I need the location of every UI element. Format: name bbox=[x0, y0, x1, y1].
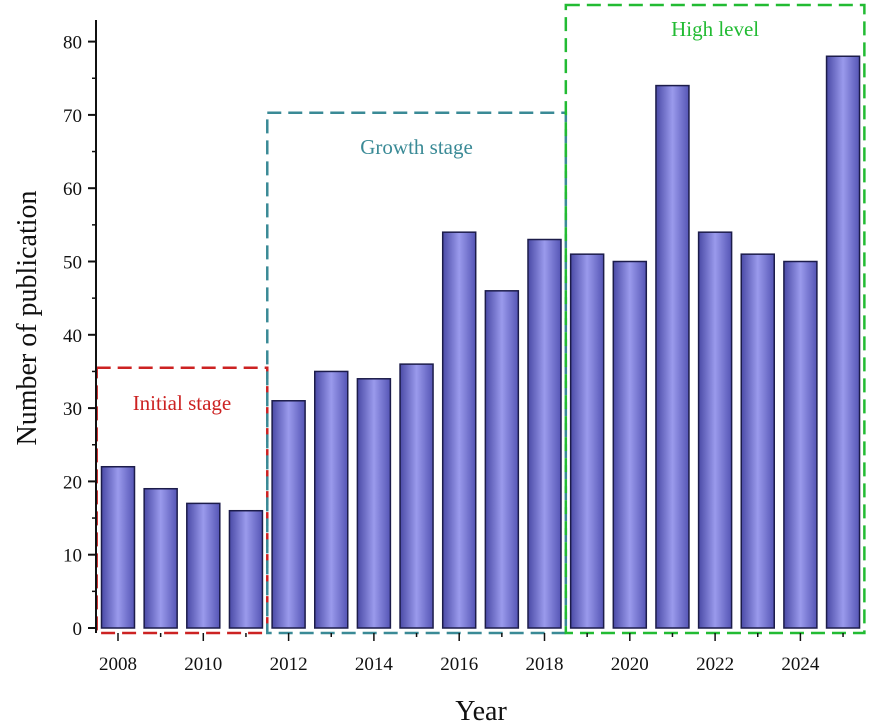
y-tick-label: 0 bbox=[73, 619, 83, 640]
bar bbox=[697, 231, 733, 629]
x-tick-label: 2018 bbox=[526, 654, 564, 675]
x-tick-label: 2010 bbox=[184, 654, 222, 675]
bar bbox=[356, 378, 392, 629]
stage-region-label: Growth stage bbox=[360, 135, 473, 159]
bar bbox=[527, 238, 562, 629]
y-tick-label: 80 bbox=[63, 33, 82, 54]
x-tick-label: 2020 bbox=[611, 654, 649, 675]
x-tick-label: 2016 bbox=[440, 654, 478, 675]
bar bbox=[186, 502, 221, 629]
axes bbox=[88, 20, 844, 641]
stage-region-label: High level bbox=[671, 17, 759, 41]
bars bbox=[100, 55, 861, 629]
bar bbox=[484, 290, 520, 629]
bar bbox=[143, 487, 178, 629]
bar bbox=[228, 509, 264, 629]
bar bbox=[271, 400, 306, 629]
y-tick-label: 50 bbox=[63, 253, 82, 274]
bar bbox=[399, 363, 434, 629]
y-tick-label: 60 bbox=[63, 179, 82, 200]
x-tick-label: 2012 bbox=[270, 654, 308, 675]
bar bbox=[825, 55, 861, 629]
y-tick-label: 40 bbox=[63, 326, 82, 347]
x-axis-title: Year bbox=[455, 696, 507, 727]
y-tick-label: 70 bbox=[63, 106, 82, 127]
bar bbox=[655, 84, 690, 629]
y-tick-labels: 0 10 20 30 40 50 60 70 80 bbox=[63, 33, 82, 640]
bar bbox=[441, 231, 477, 629]
bar bbox=[100, 465, 136, 629]
x-tick-labels: 2008 2010 2012 2014 2016 2018 2020 2022 2024 bbox=[99, 654, 820, 675]
x-tick-label: 2008 bbox=[99, 654, 137, 675]
bar bbox=[740, 253, 775, 629]
y-axis-title: Number of publication bbox=[12, 190, 43, 445]
x-tick-label: 2014 bbox=[355, 654, 394, 675]
x-tick-label: 2022 bbox=[696, 654, 734, 675]
stage-region-label: Initial stage bbox=[133, 391, 232, 415]
bar bbox=[783, 260, 818, 629]
x-tick-label: 2024 bbox=[781, 654, 820, 675]
y-tick-label: 20 bbox=[63, 472, 82, 493]
bar bbox=[612, 260, 648, 629]
y-tick-label: 10 bbox=[63, 546, 82, 567]
y-tick-label: 30 bbox=[63, 399, 82, 420]
bar bbox=[314, 370, 349, 629]
bar bbox=[569, 253, 605, 629]
